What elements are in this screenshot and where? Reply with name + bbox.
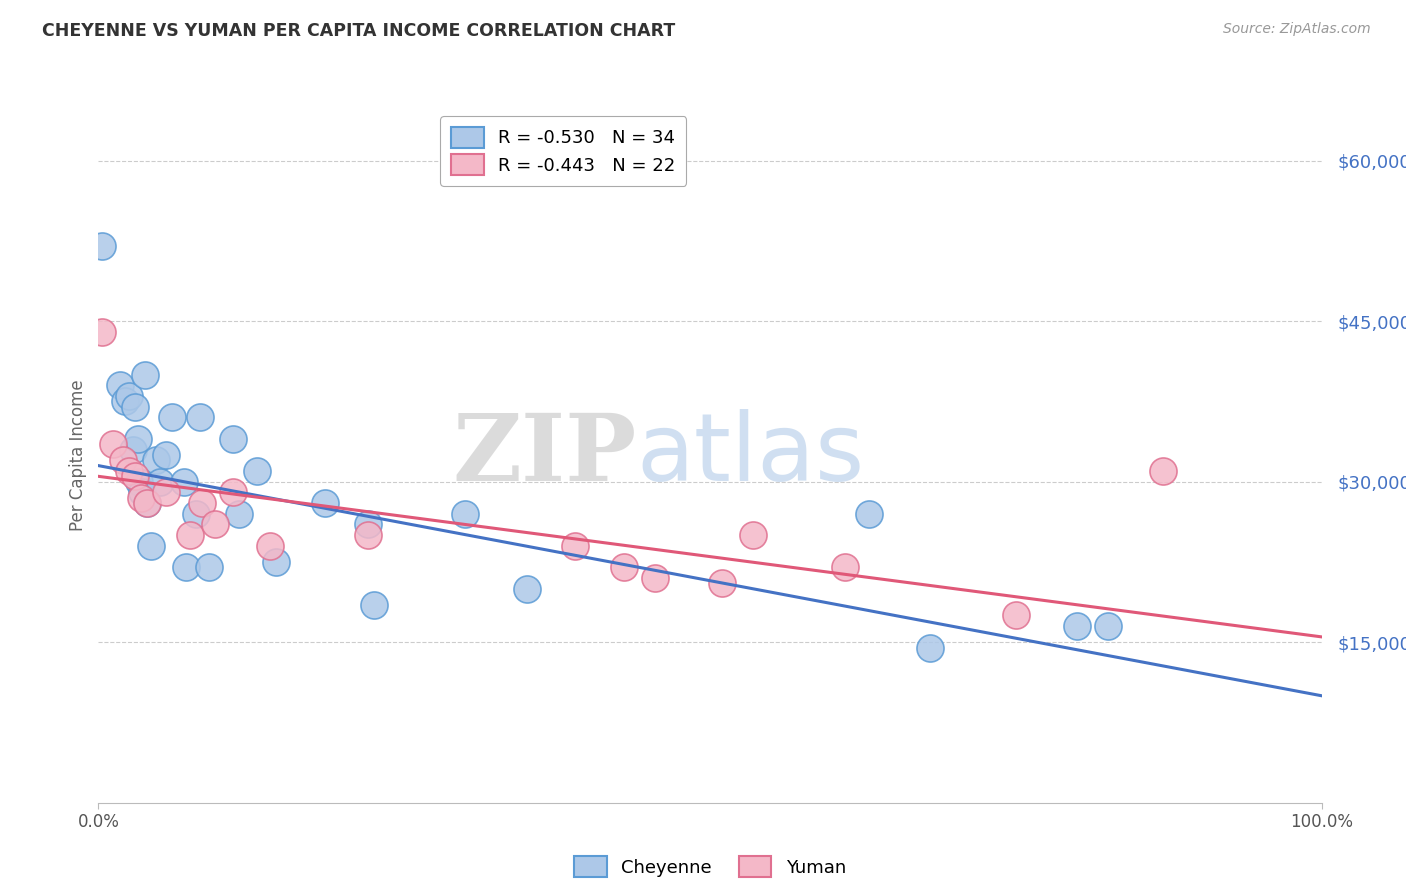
Point bbox=[118, 464, 141, 478]
Point bbox=[564, 539, 586, 553]
Point bbox=[1004, 608, 1026, 623]
Point bbox=[91, 239, 114, 253]
Point bbox=[136, 496, 159, 510]
Point bbox=[920, 640, 942, 655]
Text: CHEYENNE VS YUMAN PER CAPITA INCOME CORRELATION CHART: CHEYENNE VS YUMAN PER CAPITA INCOME CORR… bbox=[42, 22, 675, 40]
Point bbox=[515, 582, 537, 596]
Point bbox=[173, 475, 195, 489]
Point bbox=[356, 528, 378, 542]
Text: Source: ZipAtlas.com: Source: ZipAtlas.com bbox=[1223, 22, 1371, 37]
Point bbox=[1066, 619, 1088, 633]
Point bbox=[121, 442, 143, 457]
Point bbox=[160, 410, 183, 425]
Point bbox=[127, 432, 149, 446]
Point bbox=[186, 507, 208, 521]
Point bbox=[124, 400, 146, 414]
Point bbox=[1097, 619, 1119, 633]
Point bbox=[145, 453, 167, 467]
Point bbox=[197, 560, 219, 574]
Point bbox=[363, 598, 385, 612]
Point bbox=[124, 469, 146, 483]
Point bbox=[136, 496, 159, 510]
Point bbox=[246, 464, 269, 478]
Point bbox=[139, 539, 162, 553]
Point bbox=[834, 560, 856, 574]
Point bbox=[111, 453, 134, 467]
Point bbox=[191, 496, 214, 510]
Point bbox=[264, 555, 287, 569]
Point bbox=[134, 368, 156, 382]
Point bbox=[222, 485, 245, 500]
Point bbox=[741, 528, 763, 542]
Point bbox=[222, 432, 245, 446]
Point bbox=[91, 325, 114, 339]
Point bbox=[114, 394, 136, 409]
Text: ZIP: ZIP bbox=[453, 410, 637, 500]
Text: atlas: atlas bbox=[637, 409, 865, 501]
Point bbox=[128, 475, 150, 489]
Point bbox=[858, 507, 880, 521]
Point bbox=[155, 448, 177, 462]
Point bbox=[613, 560, 636, 574]
Legend: Cheyenne, Yuman: Cheyenne, Yuman bbox=[567, 849, 853, 884]
Point bbox=[155, 485, 177, 500]
Point bbox=[110, 378, 132, 392]
Point bbox=[1152, 464, 1174, 478]
Y-axis label: Per Capita Income: Per Capita Income bbox=[69, 379, 87, 531]
Point bbox=[204, 517, 226, 532]
Point bbox=[188, 410, 211, 425]
Point bbox=[179, 528, 201, 542]
Point bbox=[314, 496, 336, 510]
Point bbox=[259, 539, 281, 553]
Point bbox=[454, 507, 477, 521]
Point bbox=[356, 517, 378, 532]
Point bbox=[711, 576, 734, 591]
Point bbox=[644, 571, 666, 585]
Point bbox=[149, 475, 172, 489]
Point bbox=[129, 491, 152, 505]
Point bbox=[176, 560, 198, 574]
Point bbox=[228, 507, 250, 521]
Point bbox=[101, 437, 124, 451]
Point bbox=[131, 485, 153, 500]
Point bbox=[118, 389, 141, 403]
